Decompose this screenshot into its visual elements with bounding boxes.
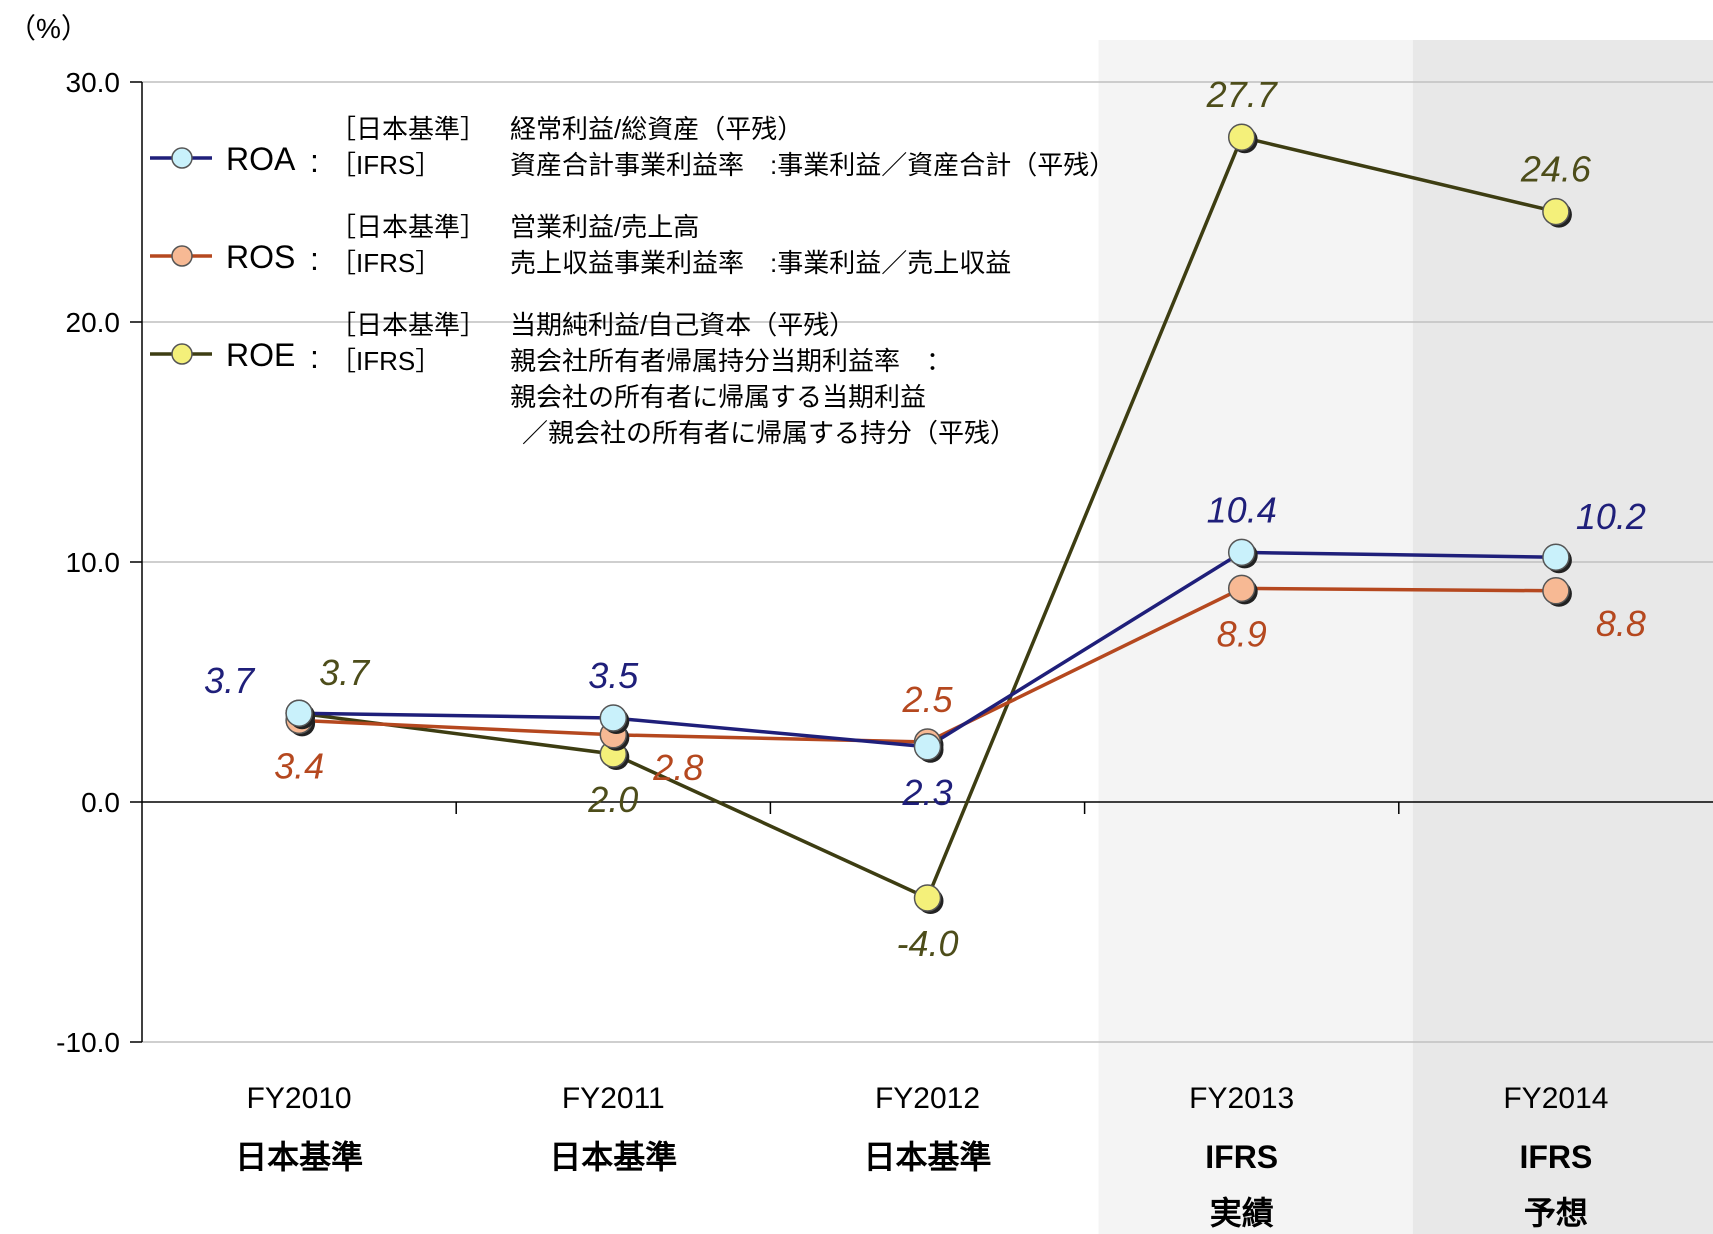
- point-roa: [1227, 538, 1258, 569]
- legend-basis-label: ［日本基準］: [330, 114, 486, 144]
- data-label-roa: 3.5: [588, 655, 639, 696]
- point-roe: [1227, 123, 1258, 154]
- legend-series-name: ROA: [226, 141, 296, 177]
- legend-colon: :: [310, 241, 319, 277]
- legend-basis-label: ［IFRS］: [330, 346, 441, 376]
- legend-basis-label: ［日本基準］: [330, 212, 486, 242]
- point-roa: [285, 699, 316, 730]
- legend-marker: [171, 343, 193, 365]
- legend: ROA: ［日本基準］ 経常利益/総資産（平残） ［IFRS］ 資産合計事業利益率 :事…: [150, 114, 1115, 448]
- legend-description: 親会社所有者帰属持分当期利益率 ：: [510, 346, 952, 376]
- legend-description: 営業利益/売上高: [510, 212, 699, 242]
- data-label-roe: 2.0: [587, 779, 638, 820]
- x-tick-label: FY2013: [1189, 1082, 1294, 1115]
- x-tick-sublabel: IFRS: [1519, 1139, 1592, 1175]
- legend-colon: :: [310, 143, 319, 179]
- axes: [130, 81, 1713, 1043]
- x-tick-sublabel: 実績: [1210, 1195, 1274, 1231]
- x-tick-sublabel: IFRS: [1205, 1139, 1278, 1175]
- x-category-labels: FY2010 日本基準 FY2011 日本基準 FY2012 日本基準 FY2013 IFRS…: [235, 1082, 1608, 1231]
- data-label-roa: 3.7: [204, 660, 256, 701]
- y-tick-label: 0.0: [81, 787, 120, 818]
- legend-basis-label: ［IFRS］: [330, 248, 441, 278]
- data-label-roe: 3.7: [319, 652, 371, 693]
- data-label-ros: 3.4: [274, 745, 324, 786]
- data-label-ros: 2.8: [652, 747, 703, 788]
- data-labels: 3.7 3.5 2.3 10.4 10.2 3.4 2.8 2.5 8.9 8.8 3.7 2.0 -4…: [204, 74, 1646, 964]
- legend-description: 売上収益事業利益率 :事業利益／売上収益: [510, 248, 1011, 278]
- point-ros: [1227, 574, 1258, 605]
- data-label-ros: 8.8: [1596, 603, 1646, 644]
- point-roa: [913, 733, 944, 763]
- legend-description: 親会社の所有者に帰属する当期利益: [510, 382, 926, 412]
- y-tick-label: -10.0: [56, 1027, 120, 1058]
- x-tick-label: FY2011: [562, 1082, 665, 1115]
- shaded-columns: [1098, 40, 1713, 1234]
- y-tick-label: 30.0: [66, 67, 121, 98]
- legend-item-ros: ROS: ［日本基準］ 営業利益/売上高 ［IFRS］ 売上収益事業利益率 :事業利益／…: [150, 212, 1011, 278]
- marker: [1542, 577, 1570, 605]
- legend-item-roe: ROE: ［日本基準］ 当期純利益/自己資本（平残） ［IFRS］ 親会社所有者帰属持分…: [150, 310, 1016, 448]
- legend-description: 当期純利益/自己資本（平残）: [510, 310, 855, 340]
- legend-marker: [171, 245, 193, 267]
- x-tick-sublabel: 日本基準: [235, 1139, 363, 1175]
- marker: [599, 704, 628, 732]
- gridlines: [142, 81, 1713, 1043]
- series-group: [285, 123, 1572, 914]
- y-tick-labels: 30.0 20.0 10.0 0.0 -10.0: [56, 67, 120, 1058]
- y-tick-label: 10.0: [66, 547, 121, 578]
- marker: [285, 699, 313, 727]
- legend-item-roa: ROA: ［日本基準］ 経常利益/総資産（平残） ［IFRS］ 資産合計事業利益率 :事…: [150, 114, 1115, 180]
- marker: [1227, 123, 1256, 151]
- x-tick-sublabel: 予想: [1524, 1195, 1588, 1231]
- data-label-roe: 27.7: [1206, 74, 1279, 115]
- marker: [1542, 543, 1570, 571]
- legend-series-name: ROS: [226, 239, 295, 275]
- legend-basis-label: ［IFRS］: [330, 150, 441, 180]
- point-roe: [913, 884, 944, 914]
- data-label-roe: -4.0: [896, 923, 958, 964]
- shaded-column-3: [1098, 40, 1413, 1234]
- data-label-roe: 24.6: [1520, 149, 1592, 190]
- legend-series-name: ROE: [226, 337, 295, 373]
- marker: [913, 884, 942, 912]
- x-tick-label: FY2014: [1503, 1082, 1608, 1115]
- data-label-roa: 10.2: [1576, 496, 1646, 537]
- data-label-roa: 10.4: [1207, 489, 1277, 530]
- legend-description: 資産合計事業利益率 :事業利益／資産合計（平残）: [510, 150, 1115, 180]
- legend-basis-label: ［日本基準］: [330, 310, 486, 340]
- legend-description: 経常利益/総資産（平残）: [510, 114, 803, 144]
- point-roa: [1542, 543, 1572, 574]
- legend-colon: :: [310, 339, 319, 375]
- x-tick-sublabel: 日本基準: [549, 1139, 677, 1175]
- y-axis-unit-label: （%）: [8, 13, 89, 44]
- data-label-roa: 2.3: [901, 772, 952, 813]
- point-roa: [599, 704, 630, 734]
- legend-description: ／親会社の所有者に帰属する持分（平残）: [522, 418, 1016, 448]
- marker: [913, 733, 942, 761]
- legend-marker: [171, 147, 193, 169]
- data-label-ros: 8.9: [1217, 613, 1267, 654]
- x-tick-sublabel: 日本基準: [863, 1139, 991, 1175]
- marker: [1227, 538, 1256, 567]
- x-tick-label: FY2012: [875, 1082, 980, 1115]
- y-tick-label: 20.0: [66, 307, 121, 338]
- point-ros: [1542, 577, 1572, 607]
- point-roe: [1542, 197, 1572, 228]
- shaded-column-4: [1412, 40, 1713, 1234]
- data-label-ros: 2.5: [901, 679, 953, 720]
- marker: [1542, 197, 1570, 226]
- x-tick-label: FY2010: [247, 1082, 352, 1115]
- marker: [1227, 574, 1256, 603]
